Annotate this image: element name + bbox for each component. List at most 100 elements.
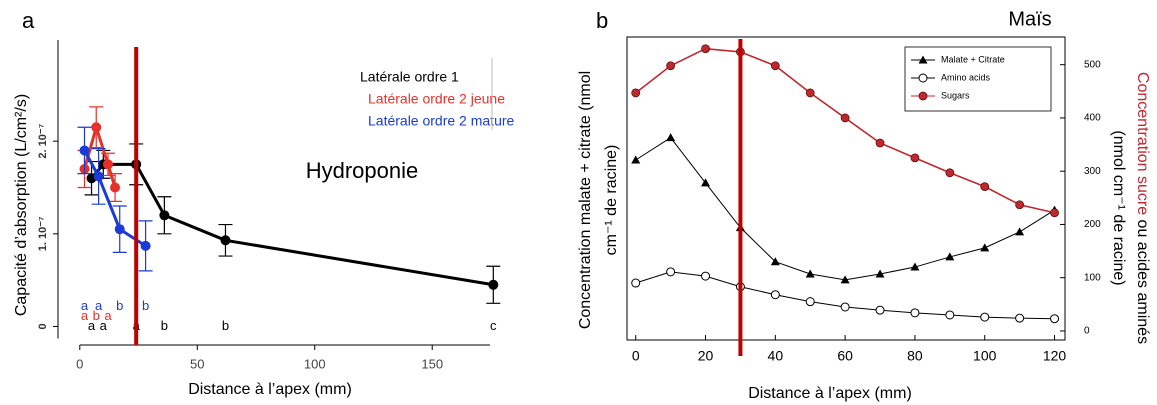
marker: [631, 88, 641, 98]
marker: [666, 267, 676, 277]
marker: [945, 168, 955, 178]
marker: [875, 138, 885, 148]
marker: [875, 305, 885, 315]
marker: [91, 122, 102, 133]
marker: [840, 113, 850, 123]
series-line: [90, 162, 494, 287]
marker: [840, 302, 850, 312]
significance-letter: b: [142, 298, 149, 313]
marker: [945, 310, 955, 320]
significance-letter: a: [104, 308, 112, 323]
marker: [110, 182, 121, 193]
x-tick-label: 80: [907, 348, 923, 364]
marker: [1015, 227, 1025, 236]
marker: [770, 257, 780, 266]
marker: [840, 275, 850, 284]
y2-label-black: ou acides aminés: [1134, 215, 1151, 344]
x-axis-label: Distance à l’apex (mm): [188, 381, 352, 398]
marker: [980, 182, 990, 192]
marker: [918, 91, 928, 101]
significance-letter: a: [81, 298, 89, 313]
panel-label: a: [22, 8, 35, 33]
marker: [93, 171, 104, 182]
marker: [701, 178, 711, 187]
y2-label-red: Concentration sucre: [1134, 72, 1151, 215]
legend-box: [904, 46, 1052, 112]
series-line: [635, 136, 1055, 281]
y-tick-label: 1. 10⁻⁷: [37, 216, 49, 251]
y-axis-label: Capacité d’absorption (L/cm²/s): [13, 94, 30, 316]
marker: [220, 235, 231, 246]
marker: [140, 240, 151, 251]
x-tick-label: 0: [76, 356, 83, 371]
marker: [805, 297, 815, 307]
marker: [980, 312, 990, 322]
legend-label: Latérale ordre 2 mature: [368, 113, 515, 129]
significance-letter: b: [161, 318, 168, 333]
marker: [666, 133, 676, 142]
y2-tick-label: 500: [1084, 59, 1101, 70]
marker: [79, 145, 90, 156]
marker: [102, 159, 113, 170]
y-tick-label: 2. 10⁻⁷: [37, 123, 49, 158]
x-tick-label: 60: [837, 348, 853, 364]
y2-axis-label: (nmol cm⁻¹ de racine): [1110, 130, 1127, 285]
legend-label: Amino acids: [941, 72, 991, 82]
marker: [1050, 208, 1059, 218]
annotation: Hydroponie: [306, 158, 419, 183]
x-tick-label: 100: [973, 348, 997, 364]
chart-title: Maïs: [1008, 8, 1051, 30]
plot-frame: [626, 36, 1066, 341]
marker: [631, 155, 641, 164]
x-tick-label: 150: [421, 356, 443, 371]
series-line: [83, 149, 147, 248]
marker: [1015, 200, 1025, 210]
legend-label: Sugars: [941, 90, 970, 100]
marker: [701, 271, 711, 281]
marker: [980, 243, 990, 252]
marker: [918, 55, 928, 64]
marker: [488, 279, 499, 290]
significance-letter: b: [222, 318, 229, 333]
marker: [945, 252, 955, 261]
significance-letter: b: [93, 308, 100, 323]
marker: [910, 262, 920, 271]
marker: [631, 278, 641, 288]
y-tick-label: 0: [37, 323, 49, 329]
marker: [910, 308, 920, 318]
x-tick-label: 0: [632, 348, 640, 364]
legend-label: Latérale ordre 2 jeune: [368, 91, 505, 107]
y2-axis-label: Concentration sucre ou acides aminés: [1134, 72, 1151, 344]
x-tick-label: 40: [768, 348, 784, 364]
significance-letter: c: [490, 318, 497, 333]
marker: [875, 269, 885, 278]
significance-letter: b: [116, 298, 123, 313]
marker: [1015, 313, 1025, 323]
marker: [770, 61, 780, 71]
y2-tick-label: 0: [1084, 326, 1090, 337]
significance-letter: a: [81, 308, 89, 323]
marker: [1050, 314, 1060, 324]
y2-tick-label: 200: [1084, 219, 1101, 230]
y-axis-label: cm⁻¹ de racine): [603, 145, 620, 256]
panel-label: b: [596, 8, 608, 33]
marker: [701, 44, 710, 54]
x-tick-label: 100: [304, 356, 326, 371]
x-tick-label: 50: [190, 356, 204, 371]
marker: [805, 269, 815, 278]
x-axis-label: Distance à l’apex (mm): [748, 385, 912, 402]
x-tick-label: 120: [1043, 348, 1067, 364]
x-tick-label: 20: [698, 348, 714, 364]
marker: [114, 224, 125, 235]
legend-label: Malate + Citrate: [941, 54, 1005, 64]
y2-tick-label: 400: [1084, 113, 1101, 124]
y2-tick-label: 100: [1084, 272, 1101, 283]
marker: [805, 88, 815, 98]
marker: [770, 290, 780, 300]
significance-letter: a: [100, 318, 108, 333]
significance-letter: a: [95, 298, 103, 313]
y-axis-label: Concentration malate + citrate (nmol: [577, 71, 594, 329]
marker: [666, 61, 676, 71]
significance-letter: a: [88, 318, 96, 333]
